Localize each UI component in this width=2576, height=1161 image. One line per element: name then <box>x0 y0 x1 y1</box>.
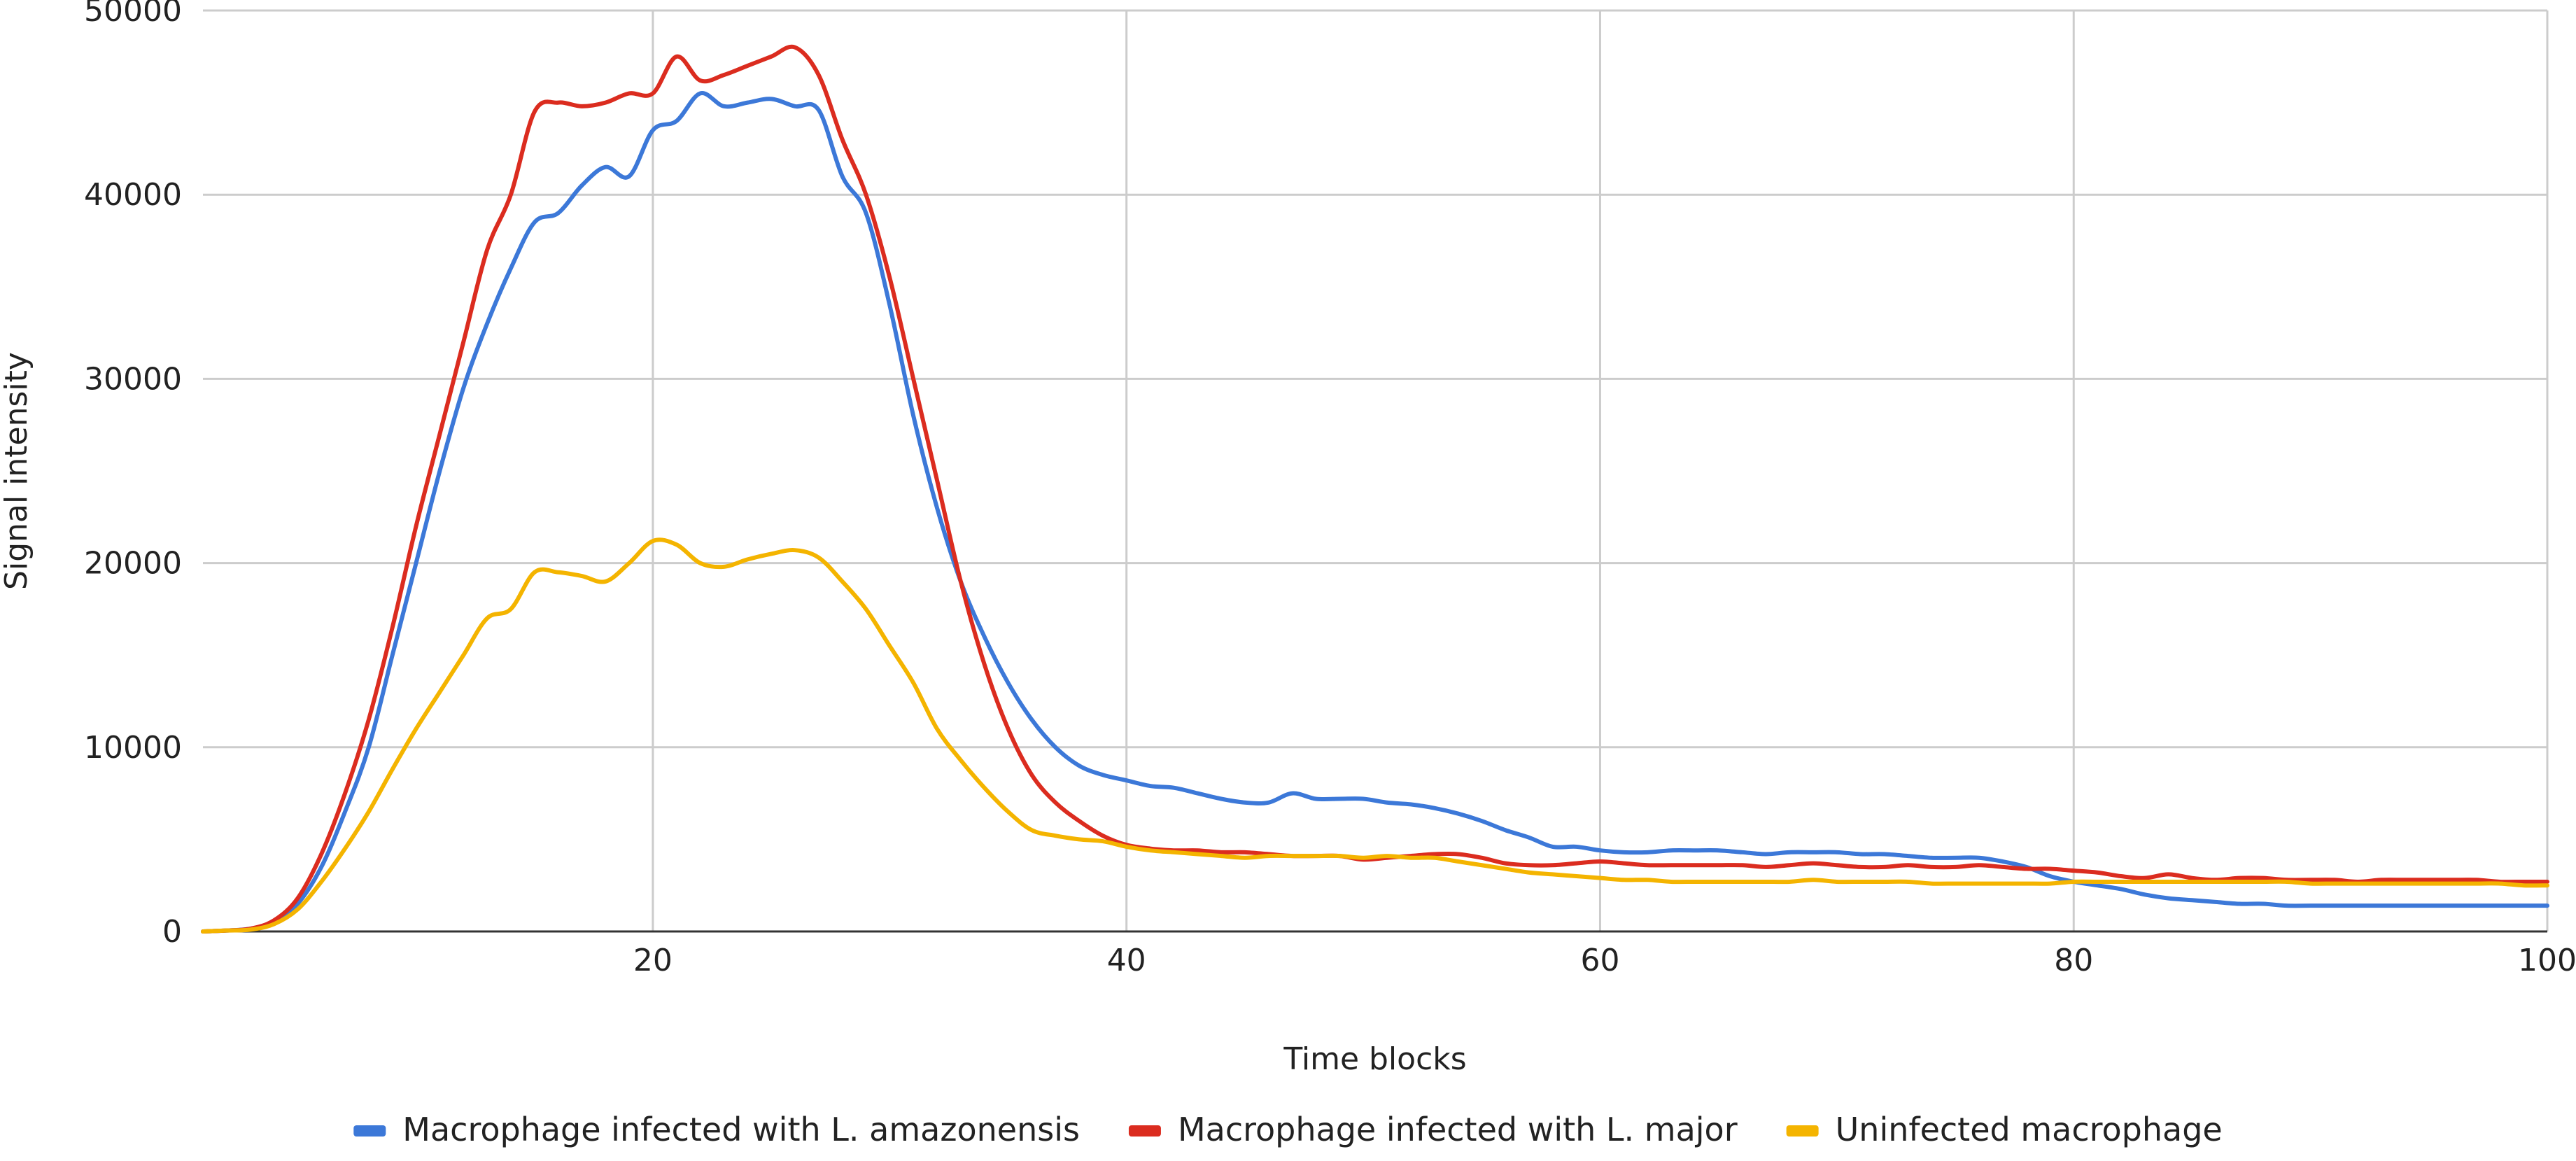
gridlines <box>203 9 2549 931</box>
x-tick-label: 20 <box>633 943 673 978</box>
legend-item-3: Uninfected macrophage <box>1786 1111 2223 1148</box>
x-tick-label: 80 <box>2054 943 2093 978</box>
legend-swatch <box>1128 1125 1161 1137</box>
y-tick-label: 30000 <box>84 361 182 397</box>
legend-swatch <box>353 1125 386 1137</box>
x-tick-label: 40 <box>1107 943 1146 978</box>
x-tick-label: 100 <box>2518 943 2576 978</box>
legend-label: Macrophage infected with L. amazonensis <box>402 1111 1080 1148</box>
legend-swatch <box>1786 1125 1819 1137</box>
y-tick-label: 40000 <box>84 177 182 213</box>
legend-label: Macrophage infected with L. major <box>1178 1111 1738 1148</box>
legend-item-1: Macrophage infected with L. amazonensis <box>353 1111 1080 1148</box>
y-tick-label: 0 <box>162 914 182 950</box>
tick-labels: 0 10000 20000 30000 40000 50000 20 40 60 80 100 <box>84 0 2576 978</box>
legend-label: Uninfected macrophage <box>1836 1111 2223 1148</box>
y-tick-label: 20000 <box>84 546 182 582</box>
series-line-1 <box>201 91 2549 934</box>
x-axis-title: Time blocks <box>1283 1041 1466 1077</box>
legend-item-2: Macrophage infected with L. major <box>1128 1111 1738 1148</box>
y-axis-title: Signal intensity <box>0 352 34 590</box>
y-tick-label: 10000 <box>84 730 182 766</box>
series-line-3 <box>201 537 2549 934</box>
x-tick-label: 60 <box>1580 943 1619 978</box>
y-tick-label: 50000 <box>84 0 182 29</box>
series-lines <box>201 44 2549 934</box>
legend: Macrophage infected with L. amazonensis M… <box>353 1111 2223 1148</box>
